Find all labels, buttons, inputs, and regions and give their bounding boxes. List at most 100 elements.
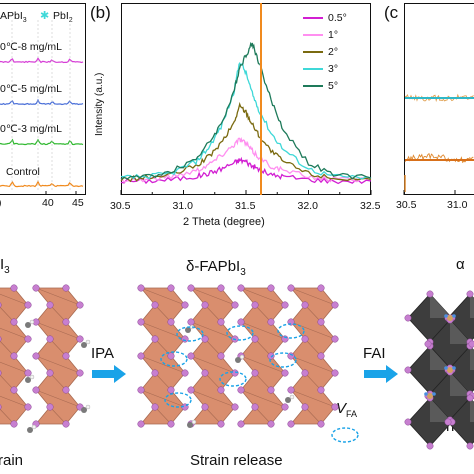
alpha-octahedron-face bbox=[450, 372, 472, 396]
middle-octahedron-edge bbox=[140, 355, 186, 374]
iodide-atom bbox=[317, 318, 325, 326]
left-octahedron-edge bbox=[0, 374, 15, 391]
panel-a-x-tick-40: 40 bbox=[42, 197, 54, 209]
iodide-atom bbox=[237, 420, 245, 428]
iodide-atom bbox=[24, 369, 32, 377]
left-octahedron-edge bbox=[0, 327, 29, 340]
fa-molecule bbox=[185, 327, 191, 333]
fa-molecule bbox=[81, 407, 87, 413]
vacancy-ellipse bbox=[164, 392, 192, 408]
iodide-atom bbox=[137, 318, 145, 326]
iodide-atom bbox=[267, 352, 275, 360]
iodide-atom bbox=[181, 369, 189, 377]
middle-octahedron-edge bbox=[254, 372, 272, 391]
middle-octahedron-edge bbox=[204, 406, 222, 425]
iodide-atom bbox=[217, 352, 225, 360]
fa-molecule bbox=[85, 404, 91, 410]
iodide-atom bbox=[237, 284, 245, 292]
iodide-atom bbox=[331, 369, 339, 377]
legend-item: 5° bbox=[303, 80, 338, 92]
iodide-atom bbox=[217, 284, 225, 292]
iodide-atom bbox=[237, 386, 245, 394]
iodide-atom bbox=[151, 403, 159, 411]
iodide-atom bbox=[137, 386, 145, 394]
iodide-atom bbox=[167, 352, 175, 360]
iodide-atom bbox=[217, 318, 225, 326]
left-octahedron-edge bbox=[0, 340, 15, 357]
iodide-atom bbox=[187, 284, 195, 292]
iodide-atom bbox=[301, 369, 309, 377]
fa-molecule bbox=[29, 319, 35, 325]
fa-molecule bbox=[31, 424, 37, 430]
fa-cation bbox=[444, 314, 448, 318]
iodide-atom bbox=[426, 442, 434, 450]
vacancy-ellipse bbox=[277, 323, 305, 339]
legend-label: 5° bbox=[328, 80, 339, 92]
panel-b-frame bbox=[121, 3, 371, 195]
panel-b-x-tick-label: 31.0 bbox=[172, 200, 193, 212]
iodide-atom bbox=[267, 386, 275, 394]
iodide-atom bbox=[231, 301, 239, 309]
middle-octahedra-column bbox=[240, 287, 286, 425]
iodide-atom bbox=[76, 335, 84, 343]
ipa-arrow-icon bbox=[92, 365, 126, 383]
iodide-atom bbox=[231, 369, 239, 377]
iodide-atom bbox=[287, 386, 295, 394]
middle-octahedron-edge bbox=[154, 406, 172, 425]
legend-label: 1° bbox=[328, 29, 339, 41]
fa-molecule bbox=[25, 377, 31, 383]
left-octahedron-edge bbox=[0, 306, 15, 323]
panel-a-trace-line bbox=[0, 57, 84, 64]
panel-c-x-tick-2: 31.0 bbox=[447, 199, 468, 211]
iodide-atom bbox=[187, 386, 195, 394]
alpha-octahedron-face bbox=[470, 398, 474, 422]
iodide-atom bbox=[301, 335, 309, 343]
middle-octahedron-edge bbox=[190, 321, 236, 340]
fa-cation bbox=[427, 393, 433, 399]
iodide-atom bbox=[10, 352, 18, 360]
iodide-atom bbox=[201, 335, 209, 343]
middle-octahedron-edge bbox=[254, 304, 272, 323]
iodide-atom bbox=[46, 335, 54, 343]
panel-c-label: (c bbox=[384, 3, 399, 22]
vacancy-label: VFA bbox=[336, 400, 358, 419]
left-octahedron-edge bbox=[0, 361, 29, 374]
iodide-atom bbox=[267, 318, 275, 326]
fa-cation bbox=[444, 366, 448, 370]
fai-arrow-icon bbox=[364, 365, 398, 383]
iodide-atom bbox=[217, 420, 225, 428]
ipa-arrow-label: IPA bbox=[91, 345, 115, 362]
iodide-atom bbox=[404, 418, 412, 426]
iodide-atom bbox=[317, 386, 325, 394]
iodide-atom bbox=[201, 301, 209, 309]
middle-octahedron-edge bbox=[240, 389, 286, 408]
iodide-atom bbox=[32, 352, 40, 360]
fa-cation bbox=[424, 392, 428, 396]
middle-octahedron-edge bbox=[304, 338, 322, 357]
iodide-atom bbox=[167, 386, 175, 394]
middle-octahedron-edge bbox=[254, 406, 272, 425]
left-structure-title: I3 bbox=[0, 256, 10, 276]
middle-octahedron-edge bbox=[304, 304, 322, 323]
iodide-atom bbox=[301, 301, 309, 309]
iodide-atom bbox=[404, 366, 412, 374]
panel-a-legend-pbi2: PbI2 bbox=[53, 10, 73, 25]
middle-octahedron-edge bbox=[204, 304, 222, 323]
panel-a-trace-line bbox=[0, 138, 84, 146]
iodide-atom bbox=[187, 352, 195, 360]
middle-octahedron-edge bbox=[240, 287, 286, 306]
panel-b-x-tick-label: 31.5 bbox=[235, 200, 256, 212]
iodide-atom bbox=[231, 403, 239, 411]
series-line-5° bbox=[120, 41, 372, 180]
alpha-octahedron-face bbox=[470, 346, 474, 370]
left-octahedron-edge bbox=[35, 321, 81, 340]
legend-swatch bbox=[303, 34, 323, 37]
iodide-atom bbox=[62, 352, 70, 360]
iodide-atom bbox=[287, 352, 295, 360]
panel-a-trace-line bbox=[0, 98, 84, 106]
fa-molecule bbox=[239, 354, 245, 360]
iodide-atom bbox=[331, 403, 339, 411]
iodide-atom bbox=[167, 420, 175, 428]
